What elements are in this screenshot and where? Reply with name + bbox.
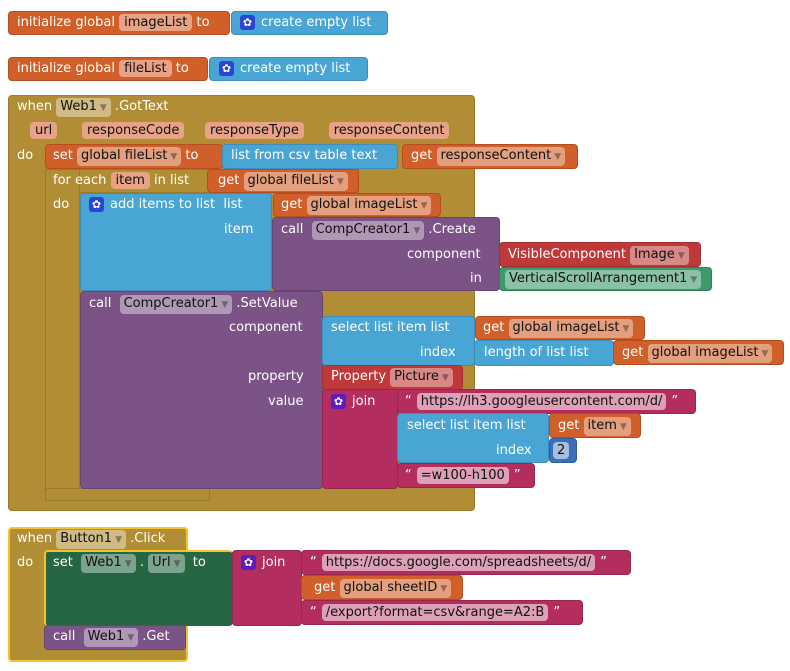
call-web1-get-block[interactable] bbox=[44, 625, 186, 650]
property-dropdown[interactable]: Url ▼ bbox=[148, 554, 185, 573]
component-dropdown[interactable]: Web1 ▼ bbox=[83, 628, 139, 647]
number-field[interactable]: 2 bbox=[553, 442, 570, 459]
get-responsecontent-block[interactable] bbox=[402, 144, 578, 169]
gear-icon[interactable]: ✿ bbox=[241, 555, 256, 570]
component-dropdown[interactable]: CompCreator1 ▼ bbox=[311, 221, 425, 240]
gear-icon[interactable]: ✿ bbox=[219, 61, 234, 76]
event-param-url[interactable]: url bbox=[30, 122, 58, 139]
text-field[interactable]: /export?format=csv&range=A2:B bbox=[321, 604, 549, 621]
select-list-item-block[interactable] bbox=[322, 316, 475, 366]
verticalscrollarrangement-block[interactable] bbox=[499, 267, 712, 291]
variable-name-field[interactable]: imageList bbox=[119, 14, 193, 31]
component-dropdown[interactable]: Button1 ▼ bbox=[56, 530, 126, 549]
set-web1-url-block[interactable] bbox=[44, 550, 233, 626]
event-param-responsecode[interactable]: responseCode bbox=[82, 122, 185, 139]
initialize-global-filelist-block[interactable] bbox=[8, 57, 208, 81]
variable-dropdown[interactable]: responseContent ▼ bbox=[436, 147, 566, 166]
variable-dropdown[interactable]: global fileList ▼ bbox=[243, 172, 348, 191]
visiblecomponent-block[interactable] bbox=[499, 242, 701, 267]
component-dropdown[interactable]: Web1 ▼ bbox=[56, 98, 111, 117]
get-item-block[interactable] bbox=[549, 413, 641, 438]
compcreator-setvalue-block[interactable] bbox=[80, 291, 323, 489]
get-global-imagelist-block[interactable] bbox=[273, 193, 441, 217]
variable-dropdown[interactable]: global fileList ▼ bbox=[77, 147, 182, 166]
list-from-csv-table-block[interactable] bbox=[222, 144, 398, 169]
component-dropdown[interactable]: Web1 ▼ bbox=[81, 554, 136, 573]
variable-dropdown[interactable]: global imageList ▼ bbox=[508, 319, 634, 338]
length-of-list-block[interactable] bbox=[474, 340, 614, 366]
initialize-global-imagelist-block[interactable] bbox=[8, 11, 230, 35]
select-list-item-block[interactable] bbox=[397, 413, 549, 463]
create-empty-list-block[interactable] bbox=[209, 57, 368, 81]
component-type-dropdown[interactable]: Image ▼ bbox=[630, 246, 689, 265]
get-global-imagelist-block[interactable] bbox=[475, 316, 645, 340]
text-field[interactable]: https://lh3.googleusercontent.com/d/ bbox=[416, 393, 667, 410]
component-dropdown[interactable]: VerticalScrollArrangement1 ▼ bbox=[505, 270, 702, 289]
gear-icon[interactable]: ✿ bbox=[331, 394, 346, 409]
event-param-responsetype[interactable]: responseType bbox=[205, 122, 304, 139]
property-dropdown[interactable]: Picture ▼ bbox=[390, 368, 453, 387]
variable-dropdown[interactable]: item ▼ bbox=[583, 417, 631, 436]
gear-icon[interactable]: ✿ bbox=[240, 15, 255, 30]
component-dropdown[interactable]: CompCreator1 ▼ bbox=[119, 295, 233, 314]
variable-dropdown[interactable]: global imageList ▼ bbox=[647, 344, 773, 363]
set-global-filelist-block[interactable] bbox=[45, 144, 223, 169]
event-param-responsecontent[interactable]: responseContent bbox=[328, 122, 450, 139]
get-global-imagelist-block[interactable] bbox=[613, 340, 784, 365]
get-global-sheetid-block[interactable] bbox=[301, 575, 463, 600]
create-empty-list-block[interactable] bbox=[231, 11, 388, 35]
text-field[interactable]: =w100-h100 bbox=[416, 467, 509, 484]
for-each-body bbox=[45, 169, 80, 501]
gear-icon[interactable]: ✿ bbox=[89, 197, 104, 212]
variable-dropdown[interactable]: global sheetID ▼ bbox=[339, 579, 452, 598]
get-global-filelist-block[interactable] bbox=[207, 169, 359, 193]
variable-name-field[interactable]: fileList bbox=[119, 60, 172, 77]
compcreator-create-block[interactable] bbox=[272, 217, 500, 291]
add-items-to-list-block[interactable] bbox=[80, 193, 272, 291]
variable-dropdown[interactable]: global imageList ▼ bbox=[306, 196, 432, 215]
for-each-bottom bbox=[45, 488, 210, 501]
text-field[interactable]: https://docs.google.com/spreadsheets/d/ bbox=[321, 554, 596, 571]
loop-variable-item[interactable]: item bbox=[110, 172, 150, 189]
